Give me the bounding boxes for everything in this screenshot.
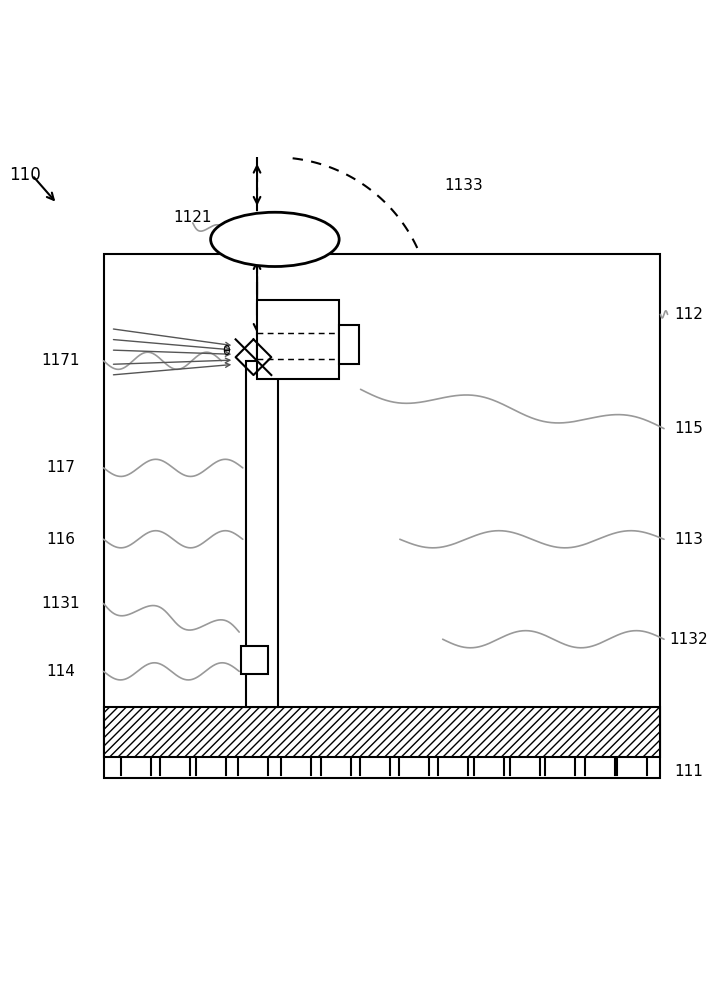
- Bar: [246, 361, 278, 707]
- Bar: [241, 646, 268, 674]
- Text: 1121: 1121: [174, 210, 212, 225]
- Text: 1132: 1132: [670, 632, 708, 647]
- Bar: [104, 707, 660, 757]
- Text: 117: 117: [46, 460, 75, 475]
- Bar: [104, 254, 660, 778]
- Text: 1171: 1171: [41, 353, 80, 368]
- Ellipse shape: [211, 212, 339, 267]
- Text: 115: 115: [675, 421, 703, 436]
- Text: 1133: 1133: [445, 178, 483, 193]
- Bar: [257, 300, 339, 379]
- Text: 112: 112: [675, 307, 703, 322]
- Text: 111: 111: [675, 764, 703, 779]
- Text: θ: θ: [223, 345, 230, 358]
- Text: 116: 116: [46, 532, 75, 547]
- Text: 114: 114: [46, 664, 75, 679]
- Text: 1131: 1131: [41, 596, 80, 611]
- Bar: [339, 325, 359, 364]
- Text: 113: 113: [675, 532, 703, 547]
- Text: 110: 110: [9, 166, 41, 184]
